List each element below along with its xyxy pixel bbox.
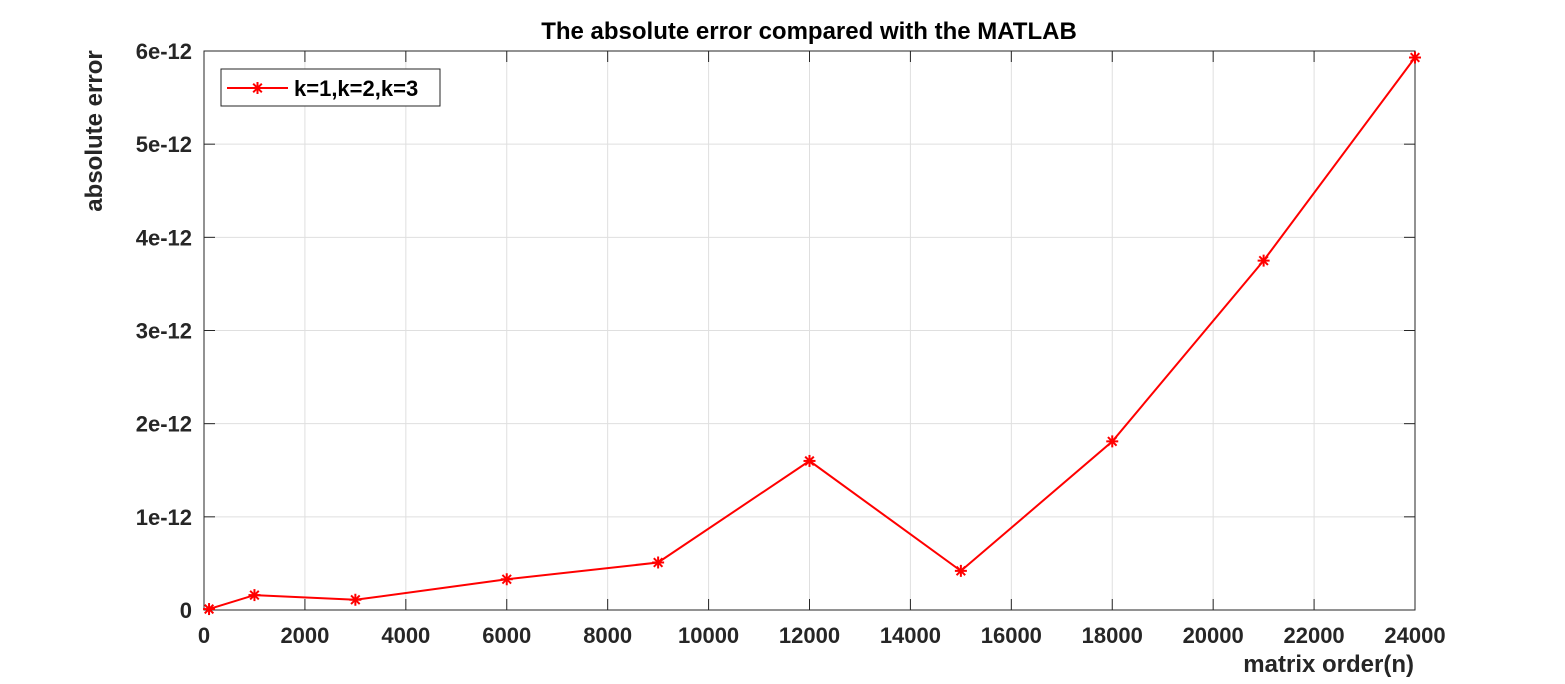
data-point-marker	[954, 564, 967, 577]
data-point-marker	[1106, 435, 1119, 448]
data-point-marker	[652, 556, 665, 569]
legend-label: k=1,k=2,k=3	[294, 76, 418, 101]
y-axis-title: absolute error	[81, 50, 108, 211]
y-tick-label: 3e-12	[136, 319, 192, 344]
y-tick-label: 2e-12	[136, 412, 192, 437]
y-tick-label: 4e-12	[136, 225, 192, 250]
data-point-marker	[1257, 254, 1270, 267]
y-tick-label: 6e-12	[136, 39, 192, 64]
data-point-marker	[248, 589, 261, 602]
x-tick-label: 10000	[678, 623, 739, 648]
legend-asterisk	[251, 82, 264, 94]
legend-marker-asterisk	[251, 82, 264, 94]
x-tick-labels: 0 2000 4000 6000 8000 10000 12000 14000 16000 180…	[198, 623, 1446, 648]
x-tick-label: 4000	[381, 623, 430, 648]
y-tick-label: 1e-12	[136, 505, 192, 530]
x-tick-label: 20000	[1183, 623, 1244, 648]
data-point-marker	[500, 573, 513, 586]
y-tick-label: 0	[180, 598, 192, 623]
x-tick-label: 22000	[1283, 623, 1344, 648]
x-axis-title: matrix order(n)	[1243, 651, 1414, 678]
y-tick-labels: 0 1e-12 2e-12 3e-12 4e-12 5e-12 6e-12	[136, 39, 192, 623]
chart-title: The absolute error compared with the MAT…	[541, 18, 1077, 45]
legend: k=1,k=2,k=3	[220, 68, 441, 107]
x-tick-label: 12000	[779, 623, 840, 648]
data-point-marker	[803, 454, 816, 467]
x-tick-label: 24000	[1384, 623, 1445, 648]
x-tick-label: 16000	[981, 623, 1042, 648]
data-point-marker	[349, 593, 362, 606]
x-tick-label: 8000	[583, 623, 632, 648]
legend-box	[220, 68, 441, 107]
data-point-marker	[203, 603, 216, 616]
series-line	[208, 56, 1416, 611]
grid-lines	[203, 50, 1416, 611]
x-tick-label: 2000	[280, 623, 329, 648]
x-tick-label: 6000	[482, 623, 531, 648]
y-tick-label: 5e-12	[136, 132, 192, 157]
x-tick-label: 14000	[880, 623, 941, 648]
x-tick-label: 18000	[1082, 623, 1143, 648]
data-point-marker	[1409, 51, 1421, 64]
x-tick-label: 0	[198, 623, 210, 648]
series-layer	[203, 51, 1421, 616]
